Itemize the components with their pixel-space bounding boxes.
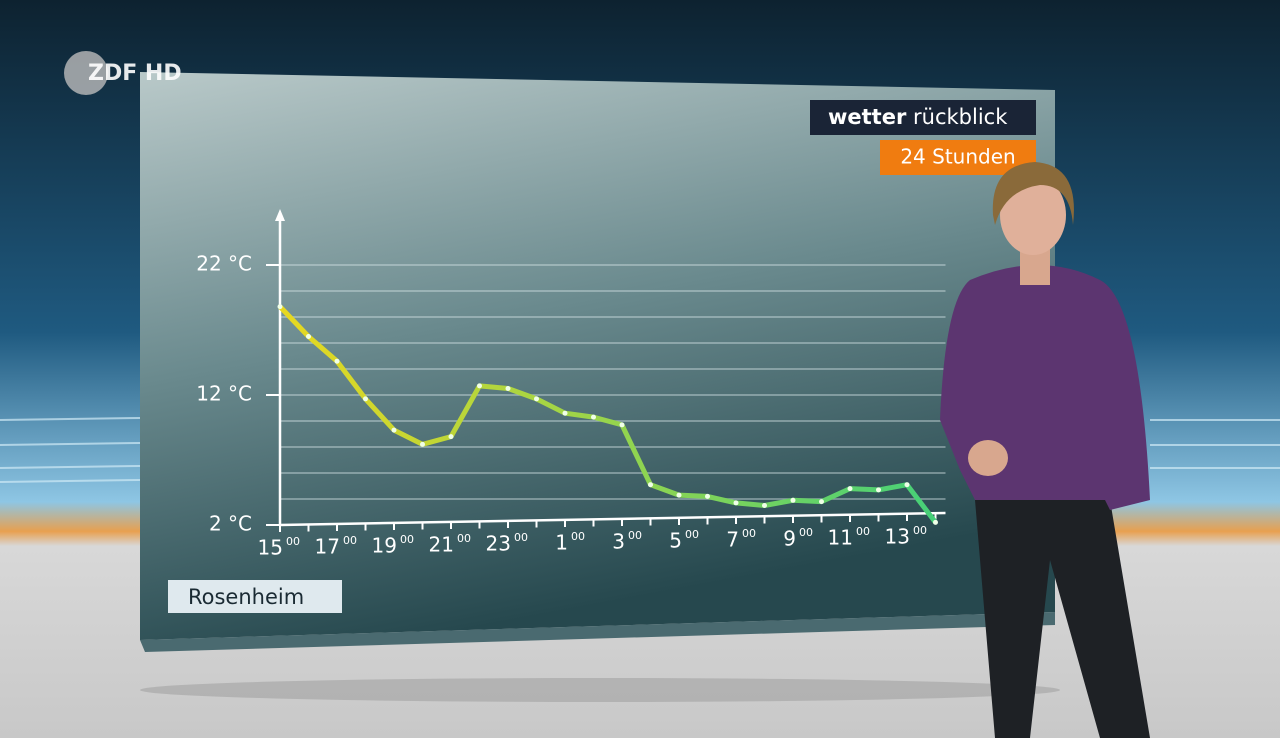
temperature-point bbox=[648, 482, 653, 488]
background-lines bbox=[0, 417, 1280, 483]
temperature-point bbox=[733, 500, 739, 506]
x-tick-label: 11 bbox=[828, 526, 853, 550]
plot: 2 °C12 °C22 °C15 00 17 00 19 00 21 00 23 00 1 00 3 00… bbox=[196, 209, 946, 560]
y-axis-arrow bbox=[275, 209, 285, 221]
x-tick-label: 17 bbox=[315, 535, 340, 559]
y-tick-label: 2 °C bbox=[209, 512, 252, 536]
temperature-point bbox=[591, 414, 596, 420]
y-tick-label: 22 °C bbox=[196, 252, 252, 276]
temperature-point bbox=[819, 499, 824, 505]
x-tick-label: 15 bbox=[258, 536, 283, 560]
temperature-point bbox=[505, 386, 511, 391]
channel-logo: ZDF HD bbox=[88, 61, 182, 86]
temperature-point bbox=[477, 383, 482, 389]
board-shadow bbox=[140, 678, 1060, 702]
x-tick-superscript: 00 bbox=[913, 524, 927, 537]
presenter-hand bbox=[968, 440, 1008, 476]
temperature-point bbox=[306, 334, 311, 339]
temperature-point bbox=[904, 482, 910, 488]
temperature-point bbox=[534, 396, 539, 402]
x-tick-superscript: 00 bbox=[685, 528, 699, 541]
x-tick-superscript: 00 bbox=[628, 529, 642, 542]
temperature-line bbox=[278, 304, 938, 524]
x-tick-label: 5 bbox=[669, 529, 682, 553]
x-axis bbox=[279, 511, 946, 527]
temperature-point bbox=[363, 396, 368, 402]
temperature-point bbox=[876, 487, 881, 493]
x-tick-superscript: 00 bbox=[571, 530, 585, 543]
presenter-hair bbox=[992, 162, 1074, 225]
temperature-point bbox=[762, 503, 767, 508]
banner-light: rückblick bbox=[913, 105, 1008, 129]
board-edge bbox=[140, 612, 1055, 652]
temperature-point bbox=[619, 422, 625, 428]
presenter bbox=[940, 162, 1150, 738]
x-tick-label: 21 bbox=[429, 533, 454, 557]
x-tick-superscript: 00 bbox=[799, 526, 813, 539]
banner-subtitle: 24 Stunden bbox=[900, 145, 1015, 169]
banner-box bbox=[810, 100, 1036, 135]
temperature-point bbox=[334, 358, 340, 364]
temperature-point bbox=[420, 441, 425, 447]
location-label: Rosenheim bbox=[188, 585, 304, 609]
x-tick-label: 19 bbox=[372, 534, 397, 558]
x-tick-superscript: 00 bbox=[457, 532, 471, 545]
x-tick-label: 23 bbox=[486, 532, 511, 556]
subtitle-box bbox=[880, 140, 1036, 175]
x-tick-superscript: 00 bbox=[742, 527, 756, 540]
y-tick-label: 12 °C bbox=[196, 382, 252, 406]
x-tick-label: 1 bbox=[555, 531, 568, 555]
temperature-point bbox=[790, 497, 796, 503]
temperature-point bbox=[705, 493, 710, 499]
temperature-point bbox=[448, 434, 454, 440]
temperature-point bbox=[676, 492, 682, 498]
x-tick-label: 3 bbox=[612, 530, 625, 554]
x-tick-superscript: 00 bbox=[514, 531, 528, 544]
temperature-point bbox=[562, 410, 568, 416]
temperature-point bbox=[933, 519, 938, 525]
presenter-face bbox=[1000, 175, 1066, 255]
x-tick-label: 7 bbox=[726, 528, 739, 552]
x-tick-label: 13 bbox=[885, 525, 910, 549]
banner-title: wetter rückblick bbox=[828, 105, 1008, 129]
x-tick-label: 9 bbox=[783, 527, 796, 551]
x-tick-superscript: 00 bbox=[400, 533, 414, 546]
x-tick-superscript: 00 bbox=[286, 535, 300, 548]
temperature-point bbox=[391, 427, 397, 433]
temperature-point bbox=[277, 304, 283, 310]
presenter-trousers bbox=[975, 500, 1150, 738]
x-tick-superscript: 00 bbox=[856, 525, 870, 538]
x-tick-superscript: 00 bbox=[343, 534, 357, 547]
banner-bold: wetter bbox=[828, 105, 907, 129]
temperature-point bbox=[847, 486, 853, 492]
location-box bbox=[168, 580, 342, 613]
logo-circle bbox=[64, 51, 108, 95]
